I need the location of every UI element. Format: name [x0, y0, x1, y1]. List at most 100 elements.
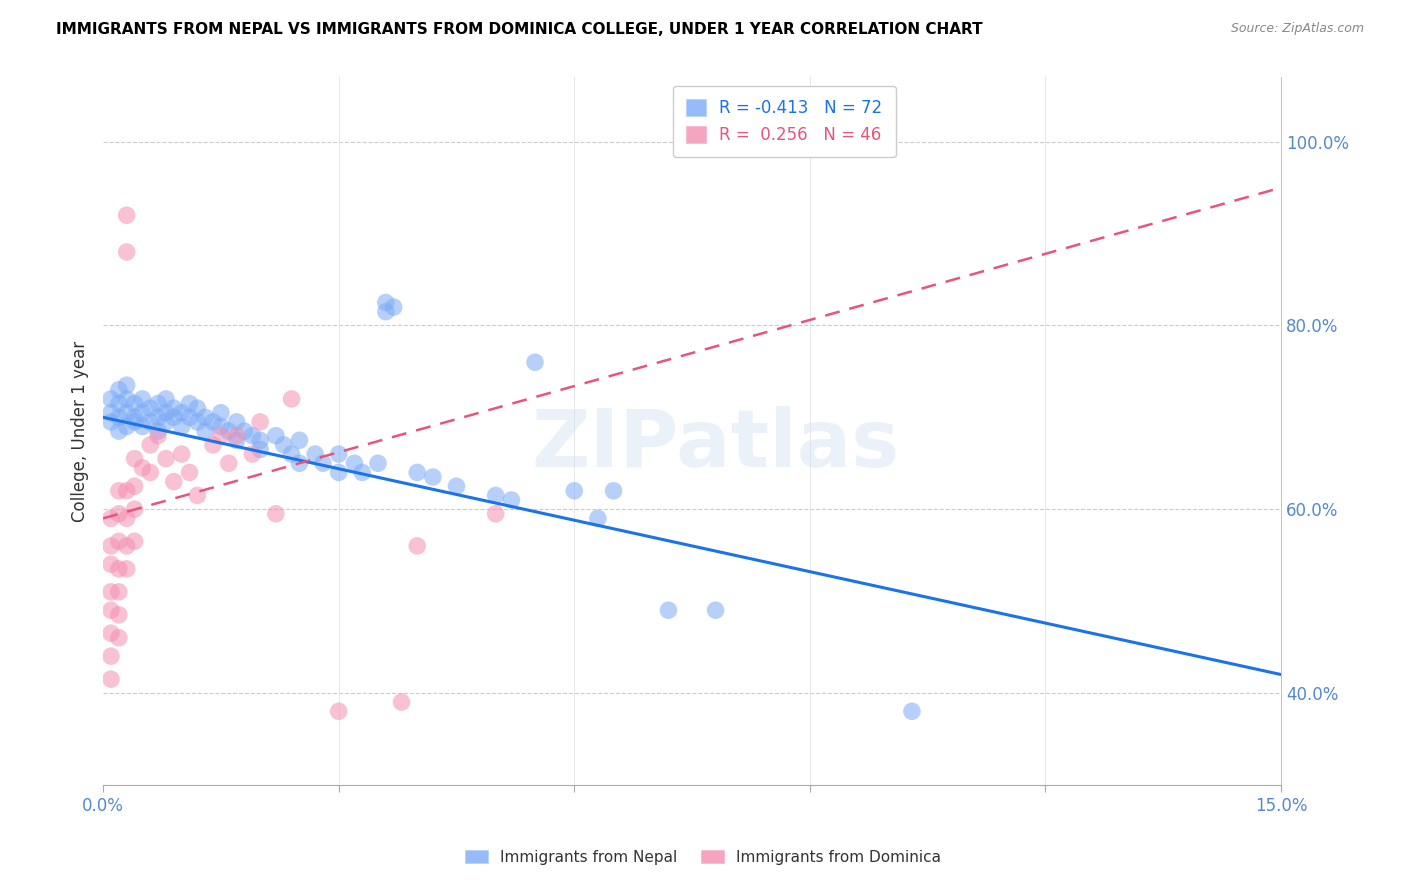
Point	[100, 539, 122, 553]
Point	[233, 424, 256, 438]
Point	[218, 456, 240, 470]
Point	[240, 447, 263, 461]
Point	[179, 466, 201, 480]
Point	[155, 415, 177, 429]
Point	[280, 447, 302, 461]
Text: Source: ZipAtlas.com: Source: ZipAtlas.com	[1230, 22, 1364, 36]
Point	[124, 479, 146, 493]
Point	[328, 704, 350, 718]
Point	[264, 507, 287, 521]
Point	[131, 460, 153, 475]
Point	[225, 428, 247, 442]
Point	[155, 451, 177, 466]
Point	[124, 396, 146, 410]
Point	[249, 434, 271, 448]
Point	[108, 607, 131, 622]
Point	[382, 300, 405, 314]
Point	[367, 456, 389, 470]
Point	[657, 603, 679, 617]
Text: IMMIGRANTS FROM NEPAL VS IMMIGRANTS FROM DOMINICA COLLEGE, UNDER 1 YEAR CORRELAT: IMMIGRANTS FROM NEPAL VS IMMIGRANTS FROM…	[56, 22, 983, 37]
Point	[139, 401, 162, 416]
Point	[602, 483, 624, 498]
Point	[139, 466, 162, 480]
Point	[170, 419, 193, 434]
Point	[202, 438, 225, 452]
Point	[406, 466, 429, 480]
Point	[108, 534, 131, 549]
Point	[163, 475, 186, 489]
Point	[343, 456, 366, 470]
Point	[108, 396, 131, 410]
Point	[100, 511, 122, 525]
Point	[100, 649, 122, 664]
Point	[163, 401, 186, 416]
Point	[194, 424, 217, 438]
Point	[108, 585, 131, 599]
Point	[704, 603, 727, 617]
Point	[100, 672, 122, 686]
Point	[108, 507, 131, 521]
Point	[115, 392, 138, 406]
Point	[209, 428, 232, 442]
Point	[170, 447, 193, 461]
Point	[115, 419, 138, 434]
Point	[108, 410, 131, 425]
Point	[115, 511, 138, 525]
Point	[131, 419, 153, 434]
Point	[115, 539, 138, 553]
Point	[108, 424, 131, 438]
Point	[524, 355, 547, 369]
Point	[115, 244, 138, 259]
Y-axis label: College, Under 1 year: College, Under 1 year	[72, 341, 89, 522]
Point	[209, 419, 232, 434]
Point	[100, 406, 122, 420]
Point	[240, 428, 263, 442]
Point	[115, 378, 138, 392]
Point	[352, 466, 374, 480]
Point	[179, 410, 201, 425]
Point	[131, 406, 153, 420]
Point	[100, 392, 122, 406]
Point	[186, 401, 208, 416]
Point	[108, 383, 131, 397]
Point	[485, 507, 508, 521]
Point	[288, 456, 311, 470]
Point	[139, 415, 162, 429]
Point	[186, 415, 208, 429]
Point	[100, 415, 122, 429]
Point	[146, 396, 169, 410]
Point	[225, 415, 247, 429]
Point	[124, 410, 146, 425]
Point	[170, 406, 193, 420]
Point	[108, 562, 131, 576]
Point	[485, 488, 508, 502]
Point	[249, 442, 271, 457]
Point	[124, 451, 146, 466]
Legend: Immigrants from Nepal, Immigrants from Dominica: Immigrants from Nepal, Immigrants from D…	[460, 844, 946, 871]
Point	[391, 695, 413, 709]
Point	[194, 410, 217, 425]
Point	[501, 493, 523, 508]
Point	[374, 304, 396, 318]
Point	[115, 208, 138, 222]
Point	[562, 483, 585, 498]
Point	[328, 466, 350, 480]
Point	[422, 470, 444, 484]
Point	[108, 631, 131, 645]
Point	[374, 295, 396, 310]
Point	[100, 585, 122, 599]
Point	[304, 447, 326, 461]
Point	[901, 704, 924, 718]
Point	[155, 406, 177, 420]
Point	[202, 415, 225, 429]
Point	[218, 424, 240, 438]
Text: ZIPatlas: ZIPatlas	[531, 406, 900, 484]
Point	[100, 558, 122, 572]
Point	[146, 424, 169, 438]
Point	[155, 392, 177, 406]
Point	[328, 447, 350, 461]
Point	[249, 415, 271, 429]
Point	[124, 415, 146, 429]
Point	[146, 410, 169, 425]
Point	[115, 483, 138, 498]
